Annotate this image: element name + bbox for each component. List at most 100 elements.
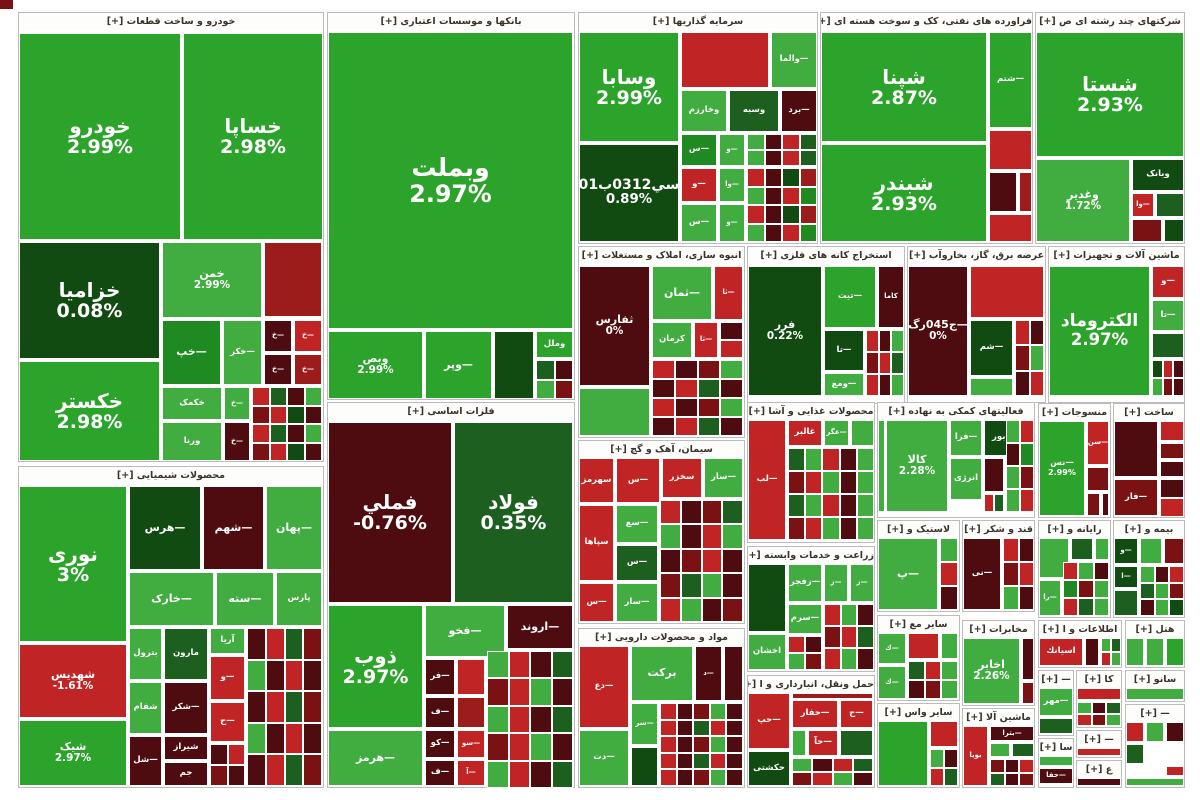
stock-tile[interactable]: —سو	[457, 730, 485, 758]
stock-tile[interactable]	[303, 754, 322, 786]
stock-tile[interactable]	[1154, 566, 1170, 583]
stock-tile[interactable]	[247, 754, 266, 786]
stock-tile[interactable]	[1111, 652, 1121, 666]
stock-tile[interactable]	[788, 471, 806, 494]
stock-tile[interactable]	[1146, 722, 1164, 742]
stock-tile[interactable]: —خپ	[162, 320, 221, 385]
stock-tile[interactable]: —خ	[294, 354, 322, 385]
stock-tile[interactable]: فولاد 0.35%	[454, 422, 573, 603]
stock-tile[interactable]: خکمک	[162, 387, 222, 420]
stock-tile[interactable]	[269, 405, 287, 424]
stock-tile[interactable]	[1018, 586, 1034, 610]
stock-tile[interactable]	[1015, 345, 1030, 371]
stock-tile[interactable]: —ومع	[824, 373, 864, 396]
sector-header[interactable]: محصولات غذایی و آشا [+]	[748, 403, 874, 420]
stock-tile[interactable]	[697, 360, 721, 379]
stock-tile[interactable]	[782, 186, 800, 205]
stock-tile[interactable]	[1169, 599, 1184, 616]
stock-tile[interactable]	[1003, 586, 1019, 610]
stock-tile[interactable]: ذوب 2.97%	[328, 605, 423, 728]
stock-tile[interactable]	[1162, 378, 1174, 396]
stock-tile[interactable]: —خ	[224, 387, 250, 420]
stock-tile[interactable]	[764, 205, 782, 224]
sector-header[interactable]: قند و شکر [+]	[963, 521, 1034, 538]
stock-tile[interactable]: —خارک	[129, 572, 214, 626]
stock-tile[interactable]	[487, 651, 509, 679]
stock-tile[interactable]	[748, 564, 786, 632]
stock-tile[interactable]	[1063, 562, 1079, 580]
stock-tile[interactable]	[284, 691, 304, 723]
stock-tile[interactable]: وبملت 2.97%	[328, 32, 573, 329]
stock-tile[interactable]: —دع	[579, 646, 629, 728]
stock-tile[interactable]	[782, 205, 800, 224]
stock-tile[interactable]	[726, 752, 743, 770]
stock-tile[interactable]	[709, 769, 727, 786]
sector-header[interactable]: فلزات اساسی [+]	[328, 403, 574, 420]
stock-tile[interactable]	[840, 648, 858, 670]
stock-tile[interactable]	[805, 653, 822, 670]
stock-tile[interactable]: —فخو	[425, 605, 505, 657]
stock-tile[interactable]	[284, 628, 304, 660]
stock-tile[interactable]	[1006, 466, 1020, 489]
stock-tile[interactable]	[652, 360, 675, 379]
stock-tile[interactable]	[891, 352, 904, 374]
stock-tile[interactable]	[287, 424, 305, 443]
stock-tile[interactable]: —دت	[579, 730, 629, 786]
stock-tile[interactable]	[839, 517, 857, 540]
stock-tile[interactable]	[1095, 538, 1109, 560]
stock-tile[interactable]	[1166, 638, 1184, 666]
stock-tile[interactable]	[878, 330, 892, 352]
stock-tile[interactable]	[1156, 193, 1184, 217]
stock-tile[interactable]	[681, 32, 769, 88]
stock-tile[interactable]	[660, 524, 681, 549]
stock-tile[interactable]: —نی	[963, 538, 1001, 610]
stock-tile[interactable]: وغدیر 1.72%	[1036, 159, 1130, 242]
stock-tile[interactable]	[1019, 772, 1034, 786]
stock-tile[interactable]	[676, 719, 694, 737]
stock-tile[interactable]	[1020, 420, 1034, 443]
stock-tile[interactable]	[799, 134, 817, 150]
stock-tile[interactable]: —خکر	[223, 320, 262, 385]
stock-tile[interactable]: خساپا 2.98%	[183, 33, 323, 240]
sector-header[interactable]: فراورده های نفتی، کک و سوخت هسته ای [+]	[821, 13, 1032, 30]
sector-header[interactable]: — [+]	[1039, 671, 1073, 688]
stock-tile[interactable]	[1029, 345, 1044, 371]
stock-tile[interactable]	[210, 744, 228, 765]
stock-tile[interactable]	[908, 680, 925, 699]
stock-tile[interactable]	[857, 648, 874, 670]
stock-tile[interactable]	[788, 494, 806, 517]
stock-tile[interactable]	[551, 705, 573, 734]
stock-tile[interactable]	[984, 494, 994, 512]
stock-tile[interactable]	[252, 405, 270, 424]
stock-tile[interactable]: وسبه	[729, 90, 779, 132]
stock-tile[interactable]	[697, 417, 721, 436]
stock-tile[interactable]	[265, 628, 285, 660]
stock-tile[interactable]	[554, 379, 573, 399]
stock-tile[interactable]	[941, 680, 958, 699]
stock-tile[interactable]	[1018, 538, 1034, 562]
stock-tile[interactable]	[1093, 598, 1109, 616]
stock-tile[interactable]	[924, 680, 942, 699]
stock-tile[interactable]: سي‌0312ب‌01 0.89%	[579, 144, 679, 242]
sector-header[interactable]: سایر واس [+]	[878, 704, 959, 721]
stock-tile[interactable]	[1173, 360, 1184, 378]
stock-tile[interactable]	[1126, 688, 1184, 700]
stock-tile[interactable]: جم	[164, 762, 208, 786]
stock-tile[interactable]: —مهر	[1039, 688, 1073, 716]
stock-tile[interactable]	[1126, 744, 1144, 764]
stock-tile[interactable]	[1111, 638, 1121, 652]
stock-tile[interactable]: —س	[579, 583, 614, 622]
stock-tile[interactable]	[1078, 580, 1094, 598]
stock-tile[interactable]	[697, 398, 721, 417]
stock-tile[interactable]	[924, 661, 942, 680]
stock-tile[interactable]	[210, 765, 228, 786]
stock-tile[interactable]	[764, 134, 782, 150]
sector-header[interactable]: مخابرات [+]	[963, 621, 1034, 638]
sector-header[interactable]: لاستیک و [+]	[878, 521, 959, 538]
stock-tile[interactable]	[792, 758, 813, 772]
stock-tile[interactable]	[660, 736, 677, 753]
stock-tile[interactable]	[1077, 778, 1121, 786]
stock-tile[interactable]	[1162, 360, 1174, 378]
stock-tile[interactable]	[674, 417, 698, 436]
stock-tile[interactable]	[990, 743, 1010, 757]
